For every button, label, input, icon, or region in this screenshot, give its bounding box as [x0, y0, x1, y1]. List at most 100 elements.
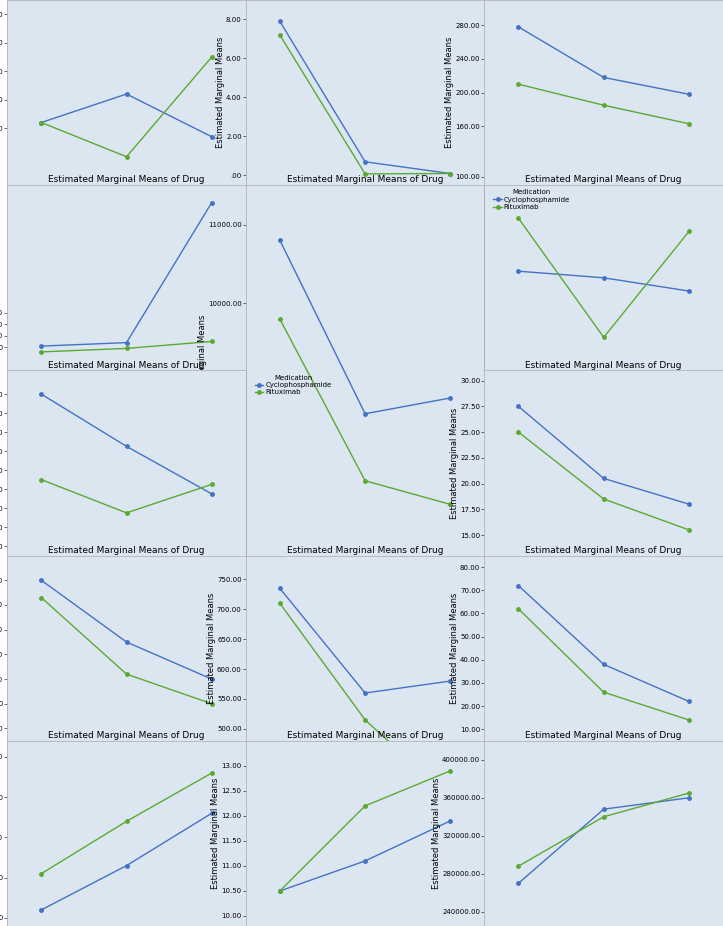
Rituximab [599, 811, 608, 822]
Title: Estimated Marginal Means of Drug: Estimated Marginal Means of Drug [48, 360, 205, 369]
Title: Estimated Marginal Means of Drug: Estimated Marginal Means of Drug [526, 360, 682, 369]
Rituximab [685, 119, 693, 130]
Cyclophosphamide [208, 488, 216, 499]
Legend: Cyclophosphamide, Rituximab: Cyclophosphamide, Rituximab [492, 189, 570, 211]
Rituximab [446, 168, 455, 179]
Title: Estimated Marginal Means of Drug: Estimated Marginal Means of Drug [287, 731, 443, 740]
Cyclophosphamide [361, 408, 369, 419]
Cyclophosphamide [122, 89, 131, 100]
Rituximab [685, 226, 693, 237]
Rituximab [514, 427, 523, 438]
Cyclophosphamide [685, 696, 693, 707]
Line: Cyclophosphamide: Cyclophosphamide [517, 405, 690, 506]
Cyclophosphamide [208, 807, 216, 819]
Line: Cyclophosphamide: Cyclophosphamide [517, 584, 690, 703]
Line: Cyclophosphamide: Cyclophosphamide [40, 201, 213, 348]
Cyclophosphamide [599, 72, 608, 83]
Cyclophosphamide [599, 804, 608, 815]
Line: Rituximab: Rituximab [40, 340, 213, 354]
Line: Cyclophosphamide: Cyclophosphamide [278, 587, 452, 694]
Cyclophosphamide [208, 131, 216, 143]
Cyclophosphamide [275, 235, 284, 246]
Cyclophosphamide [446, 168, 455, 179]
Rituximab [514, 603, 523, 614]
Rituximab [685, 787, 693, 798]
Title: Estimated Marginal Means of Drug: Estimated Marginal Means of Drug [48, 731, 205, 740]
Y-axis label: Estimated Marginal Means: Estimated Marginal Means [450, 593, 458, 704]
X-axis label: ALKP: ALKP [593, 196, 615, 206]
Rituximab [37, 117, 46, 128]
Line: Rituximab: Rituximab [517, 431, 690, 532]
Cyclophosphamide [275, 582, 284, 594]
Y-axis label: Estimated Marginal Means: Estimated Marginal Means [207, 593, 215, 704]
Cyclophosphamide [514, 878, 523, 889]
Line: Rituximab: Rituximab [40, 595, 213, 706]
Rituximab [37, 346, 46, 357]
Rituximab [122, 669, 131, 680]
Cyclophosphamide [37, 341, 46, 352]
Cyclophosphamide [275, 885, 284, 896]
Cyclophosphamide [514, 21, 523, 32]
Rituximab [599, 494, 608, 505]
Title: Estimated Marginal Means of Drug: Estimated Marginal Means of Drug [287, 545, 443, 555]
Cyclophosphamide [361, 856, 369, 867]
Rituximab [446, 792, 455, 803]
Y-axis label: Estimated Marginal Means: Estimated Marginal Means [215, 37, 225, 148]
Y-axis label: Estimated Marginal Means: Estimated Marginal Means [450, 222, 458, 333]
Rituximab [37, 592, 46, 603]
Cyclophosphamide [599, 473, 608, 484]
Rituximab [208, 336, 216, 347]
Rituximab [208, 52, 216, 63]
Line: Cyclophosphamide: Cyclophosphamide [40, 93, 213, 139]
Line: Rituximab: Rituximab [517, 792, 690, 868]
Rituximab [275, 885, 284, 896]
Line: Rituximab: Rituximab [40, 56, 213, 158]
Rituximab [275, 314, 284, 325]
Legend: Cyclophosphamide, Rituximab: Cyclophosphamide, Rituximab [254, 559, 332, 582]
X-axis label: ALT: ALT [119, 382, 134, 391]
Rituximab [361, 800, 369, 811]
Title: Estimated Marginal Means of Drug: Estimated Marginal Means of Drug [526, 545, 682, 555]
Y-axis label: Estimated Marginal Means: Estimated Marginal Means [450, 407, 458, 519]
Line: Cyclophosphamide: Cyclophosphamide [517, 796, 690, 885]
Title: Estimated Marginal Means of Drug: Estimated Marginal Means of Drug [526, 175, 682, 184]
X-axis label: AST: AST [596, 382, 612, 391]
Line: Rituximab: Rituximab [278, 318, 452, 507]
Cyclophosphamide [599, 272, 608, 283]
Cyclophosphamide [122, 636, 131, 647]
Rituximab [446, 765, 455, 776]
Rituximab [685, 714, 693, 725]
Line: Rituximab: Rituximab [278, 770, 452, 893]
Title: Estimated Marginal Means of Drug: Estimated Marginal Means of Drug [48, 175, 205, 184]
Legend: Cyclophosphamide, Rituximab: Cyclophosphamide, Rituximab [254, 189, 332, 211]
Y-axis label: Estimated Marginal Means: Estimated Marginal Means [197, 315, 207, 426]
Legend: Cyclophosphamide, Rituximab: Cyclophosphamide, Rituximab [254, 374, 332, 396]
Rituximab [208, 479, 216, 490]
Cyclophosphamide [685, 793, 693, 804]
Line: Cyclophosphamide: Cyclophosphamide [517, 25, 690, 96]
Cyclophosphamide [122, 441, 131, 452]
Title: Estimated Marginal Means of Drug: Estimated Marginal Means of Drug [287, 175, 443, 184]
Rituximab [361, 475, 369, 486]
Rituximab [208, 698, 216, 709]
Line: Rituximab: Rituximab [517, 607, 690, 721]
Cyclophosphamide [37, 575, 46, 586]
Cyclophosphamide [208, 673, 216, 684]
Line: Rituximab: Rituximab [517, 82, 690, 126]
Line: Cyclophosphamide: Cyclophosphamide [40, 393, 213, 495]
Cyclophosphamide [37, 905, 46, 916]
Title: Estimated Marginal Means of Drug: Estimated Marginal Means of Drug [48, 545, 205, 555]
Rituximab [599, 100, 608, 111]
Legend: Cyclophosphamide, Rituximab: Cyclophosphamide, Rituximab [492, 559, 570, 582]
X-axis label: BUN: BUN [594, 567, 613, 576]
Cyclophosphamide [361, 156, 369, 168]
Y-axis label: Estimated Marginal Means: Estimated Marginal Means [432, 778, 440, 889]
Legend: Cyclophosphamide, Rituximab: Cyclophosphamide, Rituximab [254, 745, 332, 767]
Cyclophosphamide [685, 89, 693, 100]
Cyclophosphamide [122, 860, 131, 871]
Cyclophosphamide [37, 117, 46, 128]
Cyclophosphamide [275, 16, 284, 27]
Cyclophosphamide [599, 658, 608, 669]
Rituximab [122, 343, 131, 354]
Rituximab [122, 507, 131, 519]
